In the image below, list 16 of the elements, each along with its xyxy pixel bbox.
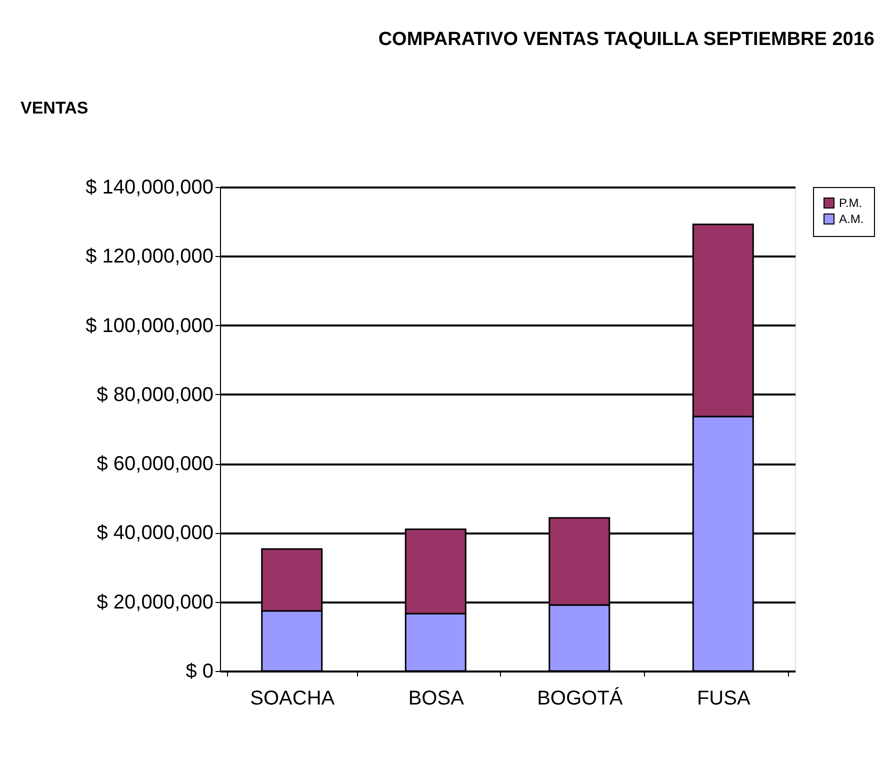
x-tick-label: BOGOTÁ	[537, 686, 624, 710]
y-axis-title: VENTAS	[20, 98, 88, 118]
chart-title: COMPARATIVO VENTAS TAQUILLA SEPTIEMBRE 2016	[378, 29, 874, 50]
x-tick-label: SOACHA	[250, 688, 336, 710]
y-tick-label: $ 40,000,000	[96, 522, 214, 544]
legend-label: A.M.	[839, 212, 864, 226]
y-tick-label: $ 120,000,000	[86, 246, 214, 268]
x-tick-label: FUSA	[696, 688, 751, 710]
y-tick-label: $ 0	[186, 660, 214, 682]
y-tick-label: $ 100,000,000	[86, 314, 214, 337]
y-tick-label: $ 80,000,000	[96, 384, 214, 406]
x-tick-label: BOSA	[408, 688, 465, 710]
y-tick-label: $ 60,000,000	[96, 453, 214, 476]
y-tick-label: $ 140,000,000	[86, 176, 214, 198]
legend-label: P.M.	[839, 196, 862, 210]
y-tick-label: $ 20,000,000	[96, 591, 214, 614]
